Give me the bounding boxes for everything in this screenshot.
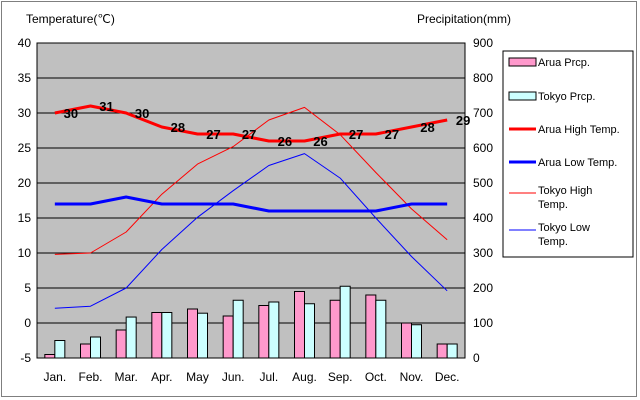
arua-high-data-label: 31: [99, 99, 113, 114]
arua-high-data-label: 26: [278, 134, 292, 149]
x-tick-label: Jun.: [222, 370, 245, 384]
tokyo-prcp-bar: [54, 340, 66, 359]
right-tick-label: 0: [473, 351, 480, 365]
right-tick-label: 300: [473, 246, 493, 260]
right-tick-label: 100: [473, 316, 493, 330]
x-tick-label: Dec.: [435, 370, 460, 384]
arua-prcp-bar: [44, 354, 56, 359]
left-axis-title: Temperature(℃): [26, 12, 115, 26]
tokyo-prcp-bar: [339, 285, 351, 359]
arua-prcp-bar: [329, 299, 341, 359]
legend-label-tokyo-high-temp: Tokyo High Temp.: [538, 185, 592, 211]
x-tick-label: Jan.: [43, 370, 66, 384]
tokyo-prcp-bar: [268, 301, 280, 359]
tokyo-prcp-bar: [375, 299, 387, 359]
arua-high-data-label: 27: [349, 127, 363, 142]
arua-high-data-label: 30: [64, 106, 78, 121]
arua-high-data-label: 30: [135, 106, 149, 121]
left-tick-label: 5: [24, 281, 31, 295]
arua-prcp-bar: [258, 305, 270, 359]
arua-prcp-bar: [401, 322, 412, 359]
arua-high-data-label: 28: [420, 120, 434, 135]
left-tick-label: 10: [18, 246, 32, 260]
right-tick-label: 400: [473, 211, 493, 225]
tokyo-prcp-bar: [232, 299, 244, 359]
arua-high-data-label: 27: [385, 127, 399, 142]
legend-label-tokyo-prcp: Tokyo Prcp.: [538, 91, 595, 103]
tokyo-prcp-bar: [411, 324, 422, 359]
legend-swatch-tokyo-prcp: [508, 91, 537, 101]
left-tick-label: 40: [18, 36, 32, 50]
tokyo-prcp-bar: [304, 303, 315, 359]
arua-high-data-label: 27: [206, 127, 220, 142]
tokyo-prcp-bar: [446, 343, 458, 359]
x-tick-label: Oct.: [365, 370, 387, 384]
right-tick-label: 800: [473, 71, 493, 85]
left-tick-label: 0: [24, 316, 31, 330]
x-tick-label: Jul.: [259, 370, 278, 384]
arua-high-data-label: 26: [313, 134, 327, 149]
legend-swatch-arua-prcp: [508, 57, 537, 67]
x-tick-label: Feb.: [78, 370, 102, 384]
right-tick-label: 500: [473, 176, 493, 190]
arua-low-temp-line: [54, 195, 448, 213]
tokyo-prcp-bar: [90, 336, 101, 359]
x-tick-label: Aug.: [292, 370, 317, 384]
x-tick-label: Mar.: [114, 370, 137, 384]
right-tick-label: 600: [473, 141, 493, 155]
arua-prcp-bar: [365, 294, 377, 359]
arua-prcp-bar: [115, 329, 127, 359]
arua-high-temp-line: [54, 104, 448, 143]
right-tick-label: 900: [473, 36, 493, 50]
left-tick-label: -5: [20, 351, 31, 365]
legend-label-arua-prcp: Arua Prcp.: [538, 57, 590, 69]
x-tick-label: Apr.: [151, 370, 172, 384]
left-tick-label: 35: [18, 71, 32, 85]
left-tick-label: 15: [18, 211, 32, 225]
arua-prcp-bar: [436, 343, 448, 359]
legend-label-arua-high-temp: Arua High Temp.: [538, 124, 620, 136]
right-tick-label: 700: [473, 106, 493, 120]
legend-box: [502, 50, 634, 258]
arua-prcp-bar: [187, 308, 198, 359]
x-tick-label: May: [186, 370, 209, 384]
tokyo-low-temp-line: [54, 153, 448, 309]
arua-high-data-label: 28: [171, 120, 185, 135]
tokyo-prcp-bar: [161, 312, 173, 359]
arua-prcp-bar: [80, 343, 91, 359]
left-tick-label: 30: [18, 106, 32, 120]
right-axis-title: Precipitation(mm): [417, 12, 511, 26]
legend-label-arua-low-temp: Arua Low Temp.: [538, 157, 617, 169]
tokyo-prcp-bar: [197, 312, 208, 359]
left-tick-label: 25: [18, 141, 32, 155]
tokyo-prcp-bar: [125, 316, 137, 359]
legend-label-tokyo-low-temp: Tokyo Low Temp.: [538, 222, 590, 248]
arua-high-data-label: 29: [456, 113, 470, 128]
x-tick-label: Sep.: [328, 370, 353, 384]
x-tick-label: Nov.: [400, 370, 424, 384]
arua-high-data-label: 27: [242, 127, 256, 142]
right-tick-label: 200: [473, 281, 493, 295]
tokyo-high-temp-line: [54, 106, 448, 255]
arua-prcp-bar: [151, 312, 163, 359]
arua-prcp-bar: [222, 315, 234, 359]
arua-prcp-bar: [294, 291, 305, 359]
left-tick-label: 20: [18, 176, 32, 190]
